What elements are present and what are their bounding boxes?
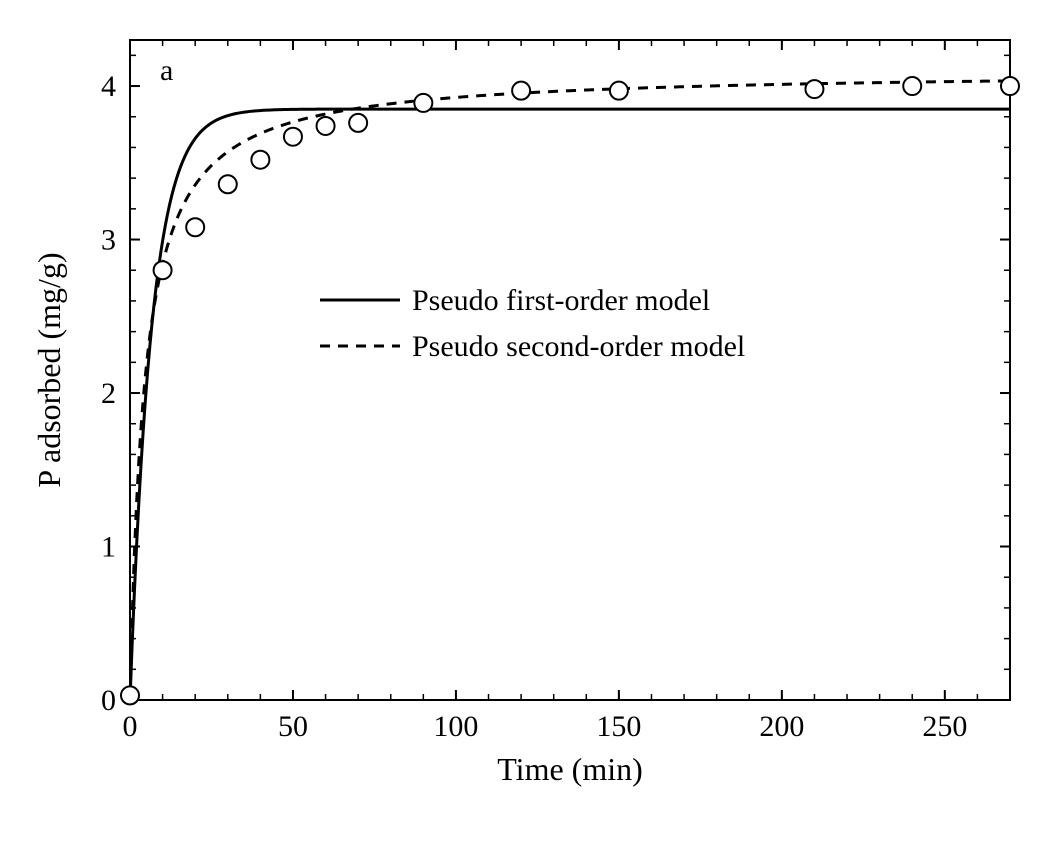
x-tick-label: 150: [596, 710, 641, 743]
data-point: [903, 77, 921, 95]
pseudo-second-order-curve: [130, 81, 1010, 700]
data-point: [610, 82, 628, 100]
y-tick-label: 2: [101, 377, 116, 410]
x-axis-title: Time (min): [497, 751, 643, 787]
x-tick-label: 200: [759, 710, 804, 743]
y-tick-label: 0: [101, 684, 116, 717]
y-tick-label: 4: [101, 70, 116, 103]
x-tick-label: 50: [278, 710, 308, 743]
chart-svg: 0 50 100 150 200 250 0 1 2 3 4 Time (min) P adsorbed…: [0, 0, 1059, 844]
kinetics-chart: 0 50 100 150 200 250 0 1 2 3 4 Time (min) P adsorbed…: [0, 0, 1059, 844]
data-point: [805, 80, 823, 98]
panel-label: a: [160, 54, 173, 87]
plot-frame: [130, 40, 1010, 700]
y-tick-label: 1: [101, 531, 116, 564]
legend-label-pfo: Pseudo first-order model: [412, 284, 710, 317]
x-tick-label: 0: [123, 710, 138, 743]
y-tick-label: 3: [101, 224, 116, 257]
pseudo-first-order-curve: [130, 109, 1010, 700]
x-tick-label: 250: [922, 710, 967, 743]
data-point: [1001, 77, 1019, 95]
data-point: [251, 151, 269, 169]
data-point: [512, 82, 530, 100]
legend-label-pso: Pseudo second-order model: [412, 330, 745, 363]
data-point: [186, 218, 204, 236]
data-point: [219, 175, 237, 193]
data-point: [317, 117, 335, 135]
data-point: [121, 686, 139, 704]
y-axis-title: P adsorbed (mg/g): [31, 252, 67, 487]
x-tick-label: 100: [433, 710, 478, 743]
data-point: [349, 114, 367, 132]
data-point: [414, 94, 432, 112]
data-point: [284, 128, 302, 146]
data-point: [154, 261, 172, 279]
